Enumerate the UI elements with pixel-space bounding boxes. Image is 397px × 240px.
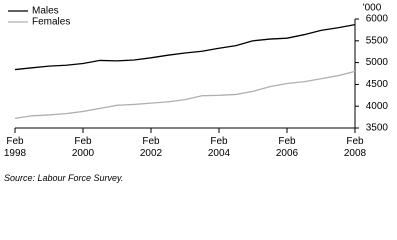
page: '000 3500 4000 4500 5000 5500 6000 Males Female… [3,2,389,183]
x-tick-label: Feb 2008 [343,136,367,159]
series-line [14,70,356,120]
y-axis-label: '000 [363,3,382,14]
x-tick-label: Feb 2006 [275,136,299,159]
x-tick-label: Feb 2004 [207,136,231,159]
y-tick-label: 5000 [366,57,389,68]
legend-label: Females [32,17,70,28]
y-tick-label: 3500 [366,123,389,134]
y-tick-label: 5500 [366,35,389,46]
x-tick-label: Feb 2000 [71,136,95,159]
y-tick-label: 4000 [366,101,389,112]
series-line [14,24,356,71]
y-tick-label: 4500 [366,79,389,90]
legend-label: Males [32,6,59,17]
x-tick-label: Feb 2002 [139,136,163,159]
x-tick-label: Feb 1998 [3,136,27,159]
chart: '000 3500 4000 4500 5000 5500 6000 MalesFemale… [8,3,389,134]
y-tick-label: 6000 [366,14,389,25]
source-note: Source: Labour Force Survey. [4,173,124,183]
